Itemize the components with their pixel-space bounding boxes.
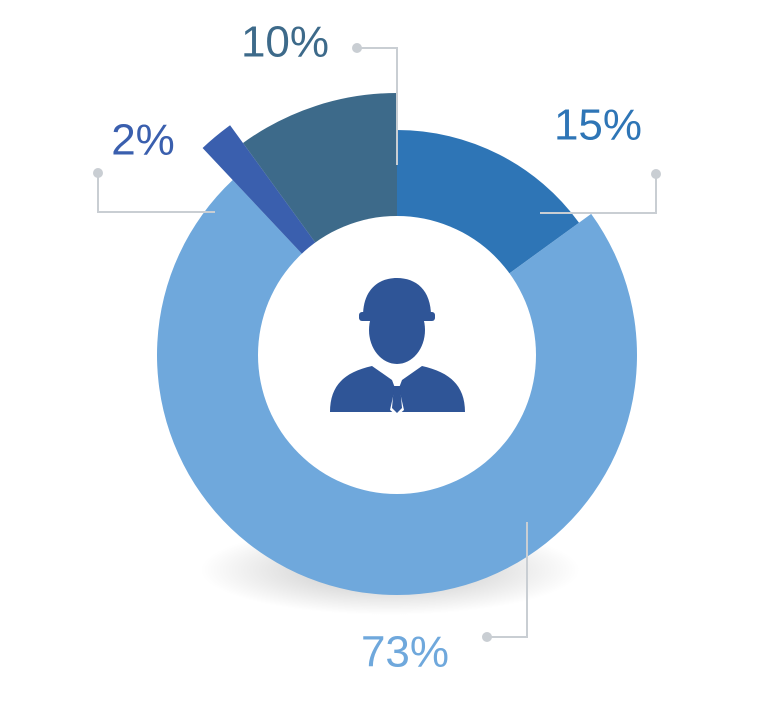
leader-line <box>357 47 398 165</box>
segments <box>156 93 637 595</box>
labels: 15% 73% 2% 10% <box>93 18 661 677</box>
leader-line <box>487 522 528 638</box>
leader-dot <box>352 43 362 53</box>
value-label: 10% <box>241 18 329 67</box>
leader-dot <box>482 632 492 642</box>
leader-line <box>97 173 215 213</box>
leader-dot <box>93 168 103 178</box>
segment <box>397 130 580 285</box>
leader-dot <box>651 169 661 179</box>
value-label: 2% <box>111 116 175 165</box>
segment <box>202 125 327 268</box>
value-label: 73% <box>361 628 449 677</box>
value-label: 15% <box>554 101 642 150</box>
leader-line <box>540 174 657 214</box>
worker-icon <box>330 278 465 416</box>
segment <box>156 180 637 595</box>
segment <box>243 93 397 258</box>
